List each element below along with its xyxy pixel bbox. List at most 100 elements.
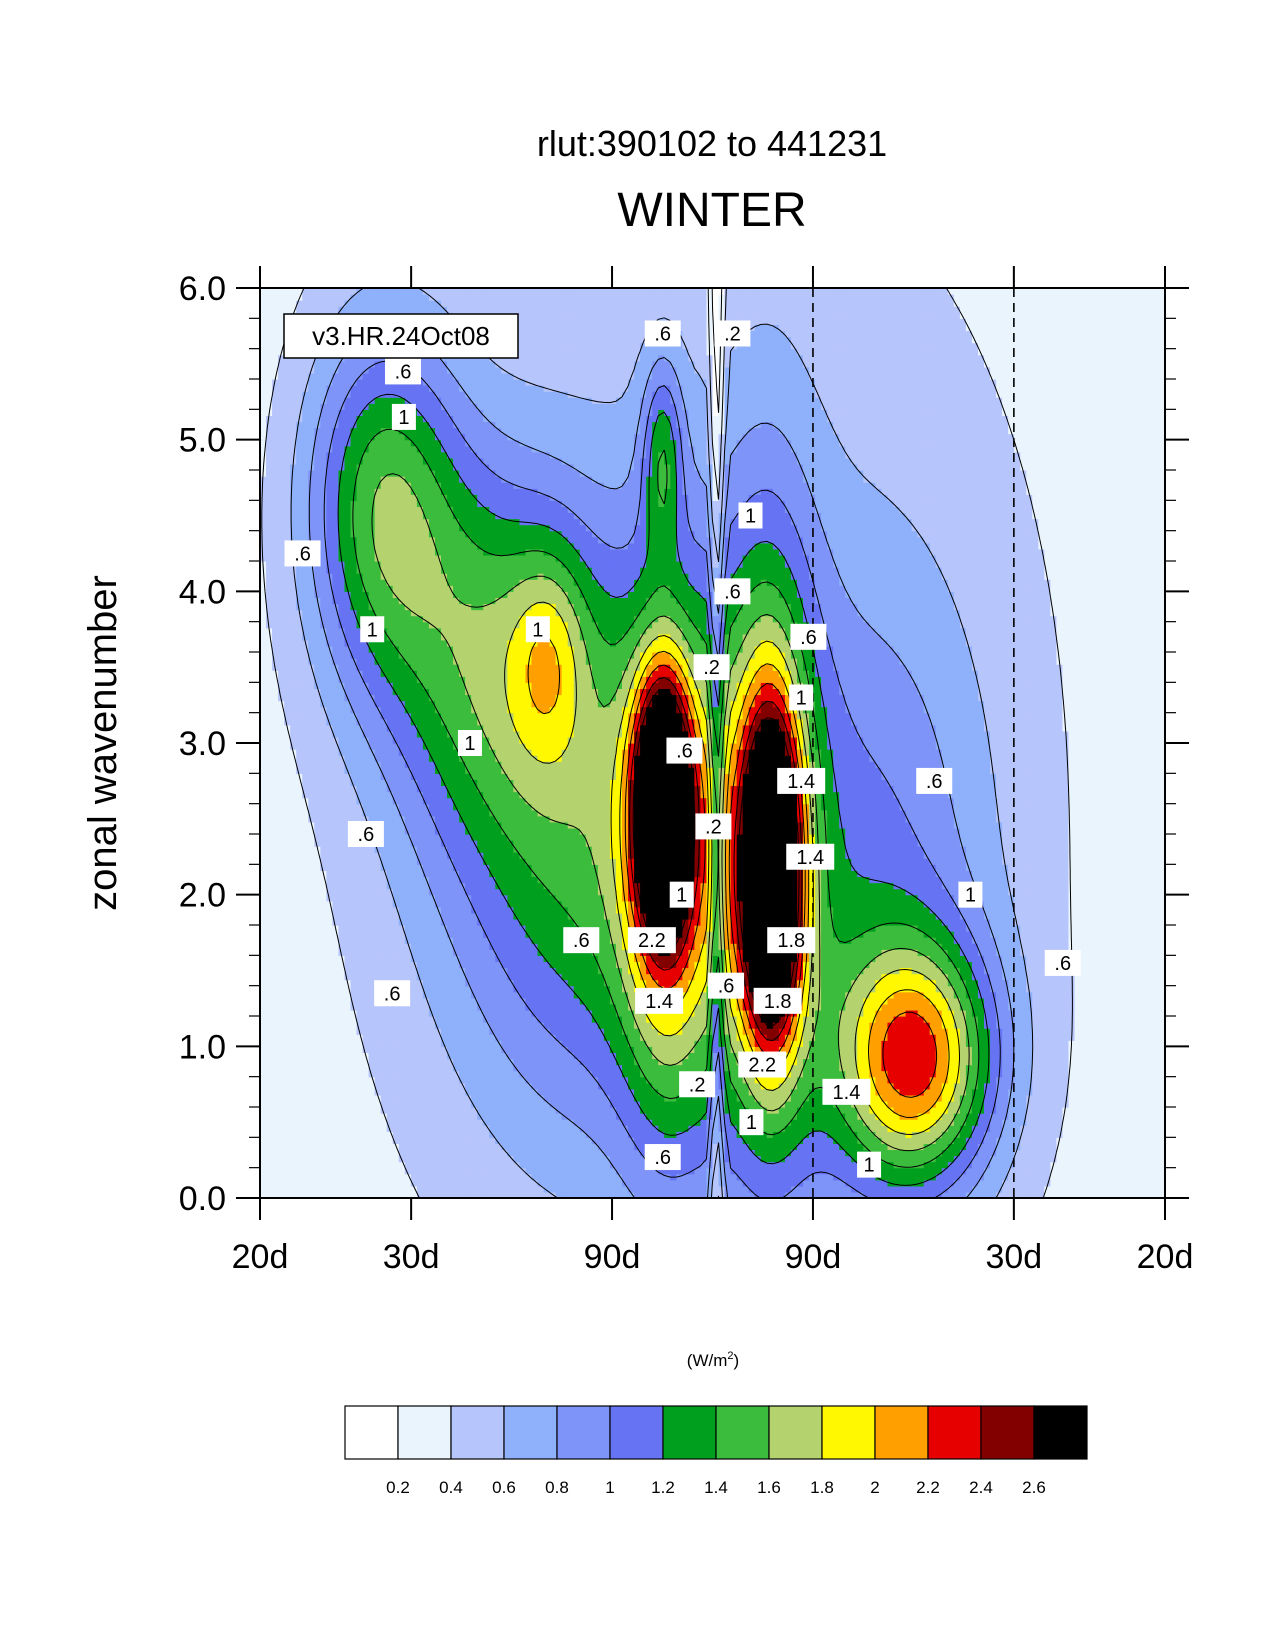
heatmap-cell [338, 1174, 345, 1181]
heatmap-cell [308, 1101, 315, 1108]
heatmap-cell [471, 1028, 478, 1035]
heatmap-cell [658, 1040, 665, 1047]
heatmap-cell [682, 1119, 689, 1126]
heatmap-cell [731, 1095, 738, 1102]
heatmap-cell [369, 1137, 376, 1144]
heatmap-cell [1062, 1180, 1069, 1187]
heatmap-cell [405, 1107, 412, 1114]
heatmap-cell [972, 1022, 979, 1029]
heatmap-cell [815, 1046, 822, 1053]
heatmap-cell [1099, 1131, 1106, 1138]
heatmap-cell [369, 1034, 376, 1041]
heatmap-cell [912, 1186, 919, 1193]
heatmap-cell [453, 1180, 460, 1187]
heatmap-cell [815, 1052, 822, 1059]
heatmap-cell [351, 1095, 358, 1102]
heatmap-cell [290, 1040, 297, 1047]
heatmap-cell [749, 1156, 756, 1163]
heatmap-cell [338, 1083, 345, 1090]
heatmap-cell [266, 1065, 273, 1072]
heatmap-cell [640, 1101, 647, 1108]
heatmap-cell [863, 1113, 870, 1120]
heatmap-cell [296, 1149, 303, 1156]
heatmap-cell [906, 1186, 913, 1193]
heatmap-cell [1062, 1156, 1069, 1163]
heatmap-cell [302, 1065, 309, 1072]
heatmap-cell [357, 1156, 364, 1163]
heatmap-cell [574, 1180, 581, 1187]
heatmap-cell [532, 1162, 539, 1169]
heatmap-cell [369, 1131, 376, 1138]
heatmap-cell [1081, 1016, 1088, 1023]
heatmap-cell [912, 1077, 919, 1084]
heatmap-cell [604, 1168, 611, 1175]
heatmap-cell [429, 1089, 436, 1096]
heatmap-cell [513, 1034, 520, 1041]
heatmap-cell [1123, 1046, 1130, 1053]
heatmap-cell [363, 1022, 370, 1029]
heatmap-cell [688, 1180, 695, 1187]
heatmap-cell [284, 1143, 291, 1150]
heatmap-cell [375, 1046, 382, 1053]
heatmap-cell [1075, 1065, 1082, 1072]
heatmap-cell [869, 1040, 876, 1047]
heatmap-cell [405, 1022, 412, 1029]
heatmap-cell [875, 1052, 882, 1059]
heatmap-cell [1099, 1101, 1106, 1108]
heatmap-cell [363, 1089, 370, 1096]
heatmap-cell [556, 1028, 563, 1035]
heatmap-cell [1129, 1119, 1136, 1126]
heatmap-cell [501, 1010, 508, 1017]
heatmap-cell [857, 1058, 864, 1065]
heatmap-cell [1123, 1137, 1130, 1144]
heatmap-cell [622, 1162, 629, 1169]
heatmap-cell [676, 1052, 683, 1059]
heatmap-cell [296, 1186, 303, 1193]
heatmap-cell [507, 998, 514, 1005]
heatmap-cell [875, 1065, 882, 1072]
heatmap-cell [284, 1058, 291, 1065]
heatmap-cell [1111, 1143, 1118, 1150]
heatmap-cell [483, 1131, 490, 1138]
heatmap-cell [423, 1137, 430, 1144]
heatmap-cell [411, 1052, 418, 1059]
heatmap-cell [1111, 1089, 1118, 1096]
heatmap-cell [1099, 1149, 1106, 1156]
heatmap-cell [984, 1137, 991, 1144]
heatmap-cell [960, 1180, 967, 1187]
heatmap-cell [887, 1101, 894, 1108]
heatmap-cell [284, 1168, 291, 1175]
heatmap-cell [580, 1052, 587, 1059]
heatmap-cell [894, 1034, 901, 1041]
heatmap-cell [1135, 1034, 1142, 1041]
heatmap-cell [266, 1022, 273, 1029]
heatmap-cell [290, 1071, 297, 1078]
heatmap-cell [423, 1180, 430, 1187]
heatmap-cell [399, 1046, 406, 1053]
heatmap-cell [1002, 1143, 1009, 1150]
heatmap-cell [839, 1168, 846, 1175]
heatmap-cell [387, 1010, 394, 1017]
heatmap-cell [640, 1119, 647, 1126]
heatmap-cell [320, 1101, 327, 1108]
heatmap-cell [815, 998, 822, 1005]
heatmap-cell [387, 1040, 394, 1047]
heatmap-cell [646, 1131, 653, 1138]
heatmap-cell [411, 1028, 418, 1035]
heatmap-cell [326, 1022, 333, 1029]
heatmap-cell [930, 1186, 937, 1193]
heatmap-cell [652, 1131, 659, 1138]
heatmap-cell [411, 1040, 418, 1047]
heatmap-cell [1032, 1107, 1039, 1114]
heatmap-cell [1129, 1046, 1136, 1053]
heatmap-cell [326, 1028, 333, 1035]
heatmap-cell [1038, 1095, 1045, 1102]
heatmap-cell [568, 1034, 575, 1041]
heatmap-cell [580, 1016, 587, 1023]
heatmap-cell [393, 1034, 400, 1041]
heatmap-cell [411, 1119, 418, 1126]
heatmap-cell [459, 1125, 466, 1132]
heatmap-cell [447, 1083, 454, 1090]
heatmap-cell [640, 1058, 647, 1065]
